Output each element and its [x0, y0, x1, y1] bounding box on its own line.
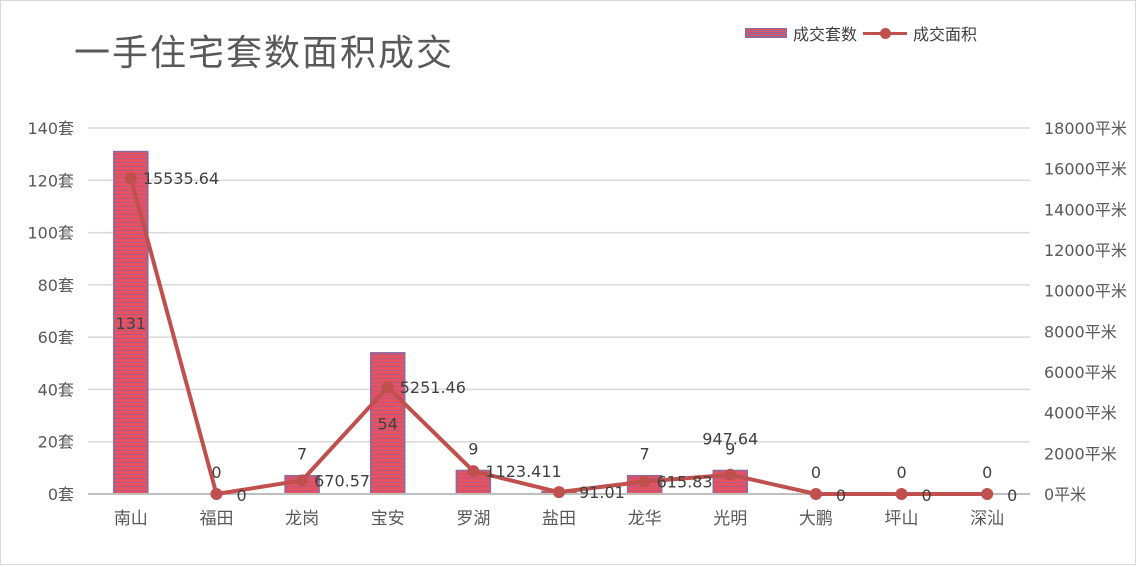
line-value-label: 0: [1007, 486, 1017, 505]
y-right-tick-label: 10000平米: [1044, 282, 1127, 301]
bar: [113, 150, 149, 495]
line-value-label: 0: [236, 486, 246, 505]
bar-value-label: 7: [297, 445, 307, 464]
y-left-tick-label: 40套: [38, 380, 74, 399]
y-right-tick-label: 18000平米: [1044, 119, 1127, 138]
line-point: [981, 488, 994, 500]
y-right-tick-label: 8000平米: [1044, 322, 1117, 341]
bar-value-label: 0: [982, 463, 992, 482]
legend-swatch-line: [863, 27, 908, 39]
x-tick-label: 光明: [713, 509, 747, 529]
line-series-area: [128, 177, 988, 496]
y-right-tick-label: 0平米: [1044, 485, 1086, 504]
line-point: [553, 486, 565, 499]
legend-swatch-bar: [745, 28, 787, 38]
bar-value-label: 0: [211, 463, 221, 482]
legend-label-units: 成交套数: [793, 25, 858, 44]
bar-value-label: 9: [468, 439, 478, 458]
bar-value-label: 0: [896, 463, 906, 482]
y-left-tick-label: 120套: [27, 171, 74, 190]
x-tick-label: 大鹏: [799, 509, 833, 529]
y-left-tick-label: 0套: [48, 485, 74, 504]
x-tick-label: 龙岗: [285, 509, 319, 529]
line-point: [467, 465, 480, 478]
y-right-tick-label: 4000平米: [1044, 404, 1117, 423]
line-value-label: 0: [836, 486, 846, 505]
chart-legend: 成交套数 成交面积: [745, 22, 977, 44]
line-point: [296, 474, 309, 487]
line-value-label: 1123.411: [485, 462, 561, 481]
line-point: [809, 488, 822, 500]
y-left-tick-label: 80套: [38, 276, 74, 295]
y-left-tick-label: 140套: [27, 119, 74, 138]
line-value-label: 670.57: [314, 471, 370, 490]
y-right-tick-label: 2000平米: [1044, 444, 1117, 463]
line-value-label: 91.01: [579, 483, 625, 502]
y-left-tick-label: 20套: [38, 433, 74, 452]
line-point: [895, 488, 908, 500]
bar-value-label: 131: [116, 314, 147, 333]
x-tick-label: 福田: [199, 509, 233, 529]
y-left-tick-label: 60套: [38, 328, 74, 347]
y-left-tick-label: 100套: [27, 224, 74, 243]
y-right-tick-label: 12000平米: [1044, 241, 1127, 260]
line-point: [638, 475, 651, 488]
y-right-tick-label: 14000平米: [1044, 200, 1127, 219]
y-right-tick-label: 6000平米: [1044, 363, 1117, 382]
line-value-label: 947.64: [702, 430, 758, 449]
line-point: [724, 468, 737, 481]
line-value-label: 15535.64: [143, 169, 219, 188]
bar-value-label: 9: [725, 439, 735, 458]
y-right-tick-label: 16000平米: [1044, 160, 1127, 179]
chart-title: 一手住宅套数面积成交: [74, 33, 455, 74]
bar-value-label: 54: [378, 414, 398, 433]
x-tick-label: 南山: [114, 509, 148, 529]
line-point: [381, 381, 394, 394]
line-value-label: 5251.46: [400, 378, 466, 397]
line-point: [124, 172, 137, 185]
bar: [369, 352, 406, 495]
x-tick-label: 深汕: [970, 509, 1004, 529]
x-tick-label: 宝安: [371, 509, 405, 529]
x-tick-label: 盐田: [542, 509, 576, 529]
x-tick-label: 罗湖: [456, 509, 490, 529]
line-value-label: 615.83: [657, 472, 713, 491]
x-tick-label: 坪山: [885, 509, 919, 529]
bar-value-label: 0: [811, 463, 821, 482]
bar-value-label: 7: [640, 445, 650, 464]
line-point: [210, 488, 223, 500]
x-tick-label: 龙华: [628, 509, 662, 529]
legend-label-area: 成交面积: [913, 25, 978, 44]
line-value-label: 0: [922, 486, 932, 505]
